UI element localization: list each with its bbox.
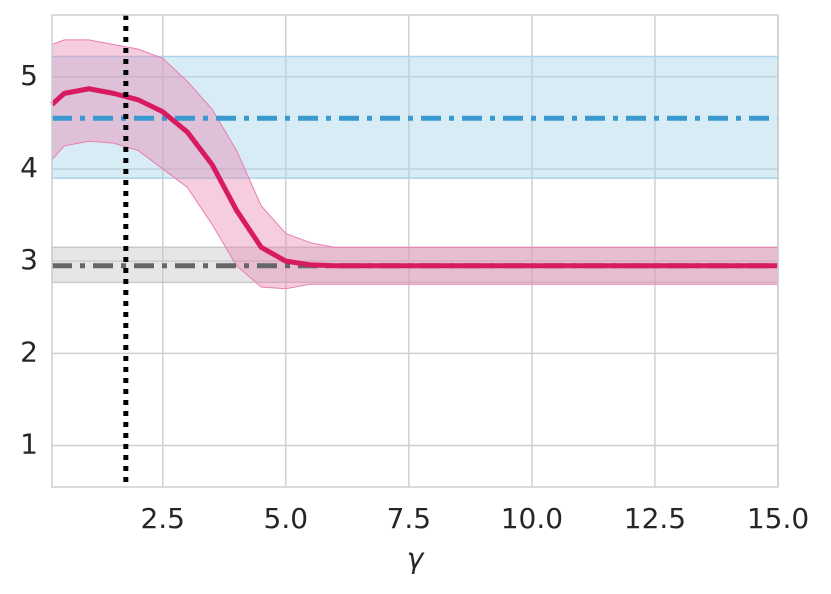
x-tick-label: 5.0: [264, 502, 309, 535]
x-tick-label: 15.0: [747, 502, 809, 535]
x-axis-label: γ: [407, 542, 425, 575]
y-tick-label: 5: [20, 59, 38, 92]
x-tick-label: 10.0: [501, 502, 563, 535]
x-tick-label: 12.5: [624, 502, 686, 535]
series-line: [50, 86, 778, 269]
y-tick-label: 4: [20, 151, 38, 184]
plot-frame: [51, 14, 779, 488]
y-tick-label: 3: [20, 243, 38, 276]
y-tick-label: 1: [20, 428, 38, 461]
x-tick-label: 2.5: [140, 502, 185, 535]
x-tick-label: 7.5: [387, 502, 432, 535]
y-tick-label: 2: [20, 335, 38, 368]
